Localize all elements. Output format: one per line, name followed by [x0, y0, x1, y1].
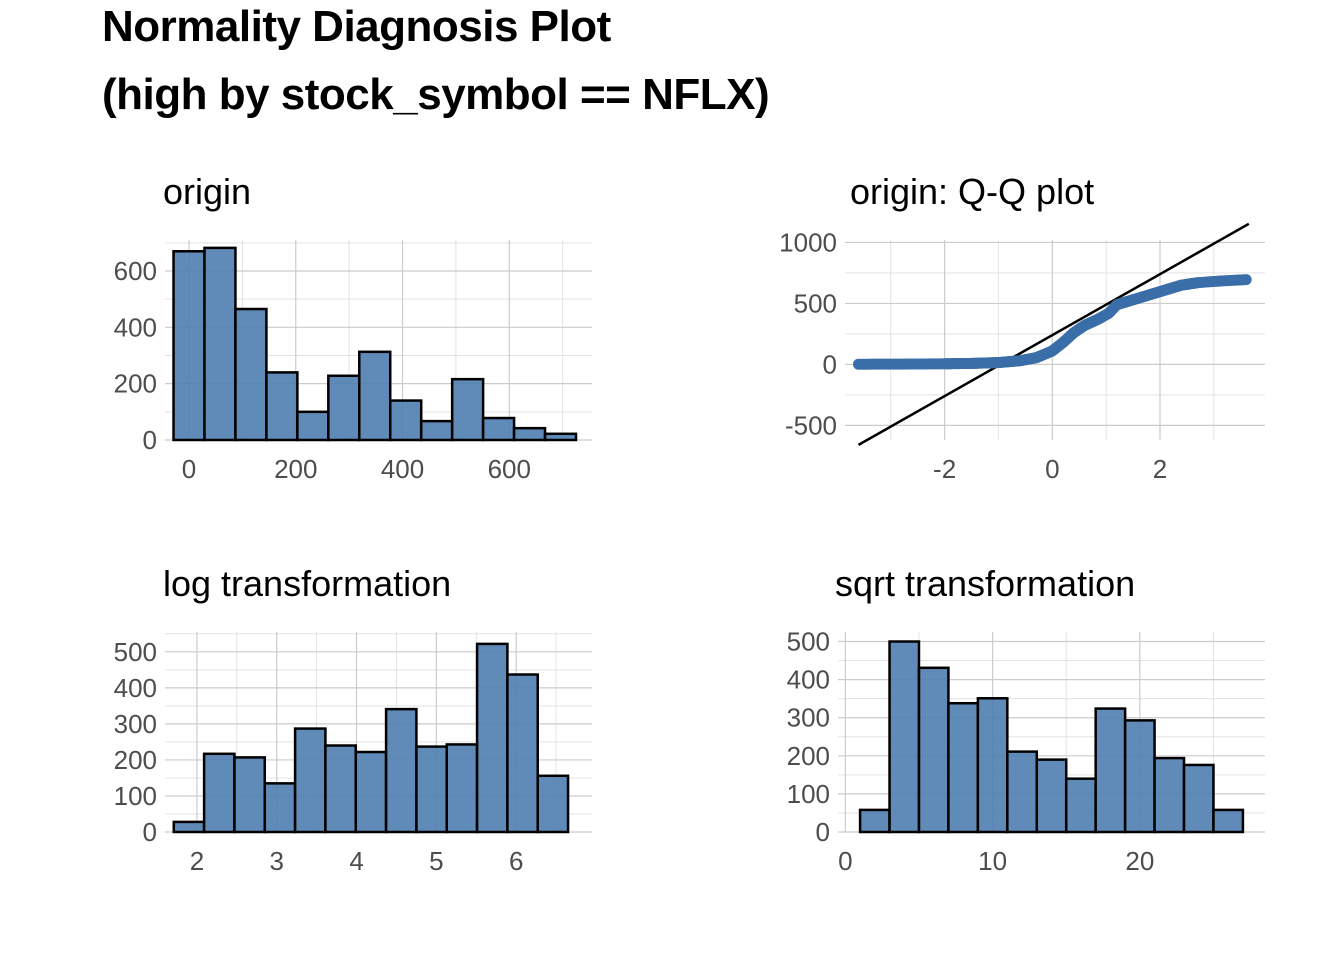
histogram-bar — [1035, 758, 1068, 834]
histogram-bar — [1094, 707, 1127, 834]
y-tick-label: 400 — [114, 673, 157, 703]
x-tick-label: 3 — [270, 846, 284, 876]
histogram-bar — [450, 377, 485, 442]
y-tick-label: 200 — [114, 745, 157, 775]
histogram-bar — [327, 374, 361, 442]
panel-title: origin — [163, 171, 251, 212]
y-tick-label: 200 — [114, 369, 157, 399]
x-tick-label: 2 — [1153, 454, 1167, 484]
histogram-bar — [1064, 777, 1097, 834]
y-tick-label: 200 — [787, 741, 830, 771]
histogram-bar — [475, 642, 509, 834]
y-tick-label: 400 — [787, 665, 830, 695]
x-tick-label: 4 — [349, 846, 363, 876]
y-tick-label: 300 — [114, 709, 157, 739]
histogram-bar — [976, 697, 1009, 834]
x-tick-label: -2 — [933, 454, 956, 484]
x-tick-label: 0 — [182, 454, 196, 484]
y-tick-label: 1000 — [779, 227, 837, 257]
histogram-bar — [917, 666, 950, 834]
histogram-bar — [506, 673, 539, 834]
y-tick-label: 100 — [114, 781, 157, 811]
histogram-bar — [202, 752, 236, 834]
y-tick-label: 300 — [787, 703, 830, 733]
histogram-bar — [543, 432, 578, 442]
x-tick-label: 10 — [978, 846, 1007, 876]
histogram-bar — [293, 727, 327, 834]
origin-histogram-panel: origin 0 200 400 600 0 200 400 600 — [114, 171, 592, 484]
y-tick-label: 400 — [114, 312, 157, 342]
histogram-bar — [388, 399, 423, 442]
y-tick-label: 0 — [143, 425, 157, 455]
x-tick-label: 0 — [838, 846, 852, 876]
x-tick-label: 20 — [1125, 846, 1154, 876]
chart-title-line2: (high by stock_symbol == NFLX) — [102, 70, 770, 119]
histogram-bar — [354, 750, 388, 834]
histogram-bar — [1212, 808, 1245, 834]
histogram-bar — [858, 808, 891, 834]
y-tick-label: 0 — [816, 817, 830, 847]
qq-reference-line — [857, 222, 1250, 446]
log-histogram-panel: log transformation 2 3 4 5 6 0 100 200 300 400 500 — [114, 563, 592, 876]
histogram-bar — [1006, 750, 1039, 834]
y-tick-label: 600 — [114, 256, 157, 286]
x-tick-label: 2 — [190, 846, 204, 876]
origin-qq-plot-panel: origin: Q-Q plot -2 0 2 -500 0 500 1000 — [779, 171, 1265, 484]
qq-point — [1240, 274, 1252, 286]
histogram-bar — [1182, 763, 1215, 834]
y-tick-label: 500 — [794, 288, 837, 318]
x-tick-label: 400 — [381, 454, 424, 484]
histogram-bar — [233, 756, 267, 834]
histogram-bar — [263, 782, 297, 834]
histogram-bar — [324, 744, 358, 834]
histogram-bar — [419, 419, 454, 442]
histogram-bar — [358, 350, 392, 442]
y-tick-label: 500 — [787, 627, 830, 657]
y-tick-label: 500 — [114, 637, 157, 667]
histogram-bar — [445, 743, 479, 834]
histogram-bar — [203, 246, 237, 442]
histogram-bar — [1153, 756, 1186, 834]
histogram-bar — [296, 410, 330, 442]
x-tick-label: 600 — [488, 454, 531, 484]
x-tick-label: 6 — [509, 846, 523, 876]
y-tick-label: 100 — [787, 779, 830, 809]
histogram-bar — [947, 701, 980, 834]
histogram-bar — [415, 745, 448, 834]
panel-title: log transformation — [163, 563, 451, 604]
histogram-bar — [265, 371, 299, 442]
histogram-bar — [172, 250, 206, 442]
histogram-bar — [1123, 719, 1156, 834]
y-tick-label: 0 — [823, 349, 837, 379]
y-tick-label: -500 — [785, 410, 837, 440]
y-tick-label: 0 — [143, 817, 157, 847]
histogram-bar — [888, 640, 921, 834]
histogram-bar — [172, 820, 206, 834]
panel-title: origin: Q-Q plot — [850, 171, 1094, 212]
histogram-bar — [536, 774, 570, 834]
x-tick-label: 5 — [429, 846, 443, 876]
panel-title: sqrt transformation — [835, 563, 1135, 604]
histogram-bar — [481, 416, 516, 442]
histogram-bar — [234, 307, 268, 442]
chart-title-line1: Normality Diagnosis Plot — [102, 2, 611, 51]
x-tick-label: 200 — [274, 454, 317, 484]
x-tick-label: 0 — [1045, 454, 1059, 484]
histogram-bar — [384, 707, 418, 834]
histogram-bar — [512, 426, 547, 442]
